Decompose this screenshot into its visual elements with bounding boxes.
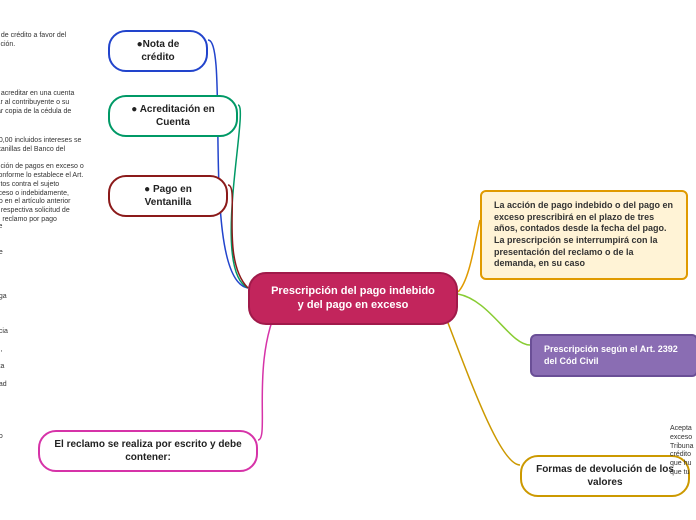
sidetext-acreditacion: a acreditar en una cuenta lar al contrib… xyxy=(0,90,74,116)
sidetext-formas: Acepta exceso Tribuna crédito que hu que… xyxy=(670,425,693,478)
branch-pago-ventanilla: ● Pago en Ventanilla xyxy=(108,175,228,217)
filled-accion: La acción de pago indebido o del pago en… xyxy=(480,190,688,280)
sidetext-reclamo: se el de y nga e ncia al, sta dad n n ri… xyxy=(0,223,8,442)
sidetext-pago-ventanilla: 00,00 incluidos intereses se ntanillas d… xyxy=(0,137,84,225)
branch-reclamo: El reclamo se realiza por escrito y debe… xyxy=(38,430,258,472)
branch-acreditacion: ● Acreditación en Cuenta xyxy=(108,95,238,137)
central-node: Prescripción del pago indebido y del pag… xyxy=(248,272,458,325)
filled-art2392: Prescripción según el Art. 2392 del Cód … xyxy=(530,334,696,377)
sidetext-nota-credito: a de crédito a favor del lución. xyxy=(0,32,66,50)
branch-nota-credito: ●Nota de crédito xyxy=(108,30,208,72)
branch-formas: Formas de devolución de los valores xyxy=(520,455,690,497)
